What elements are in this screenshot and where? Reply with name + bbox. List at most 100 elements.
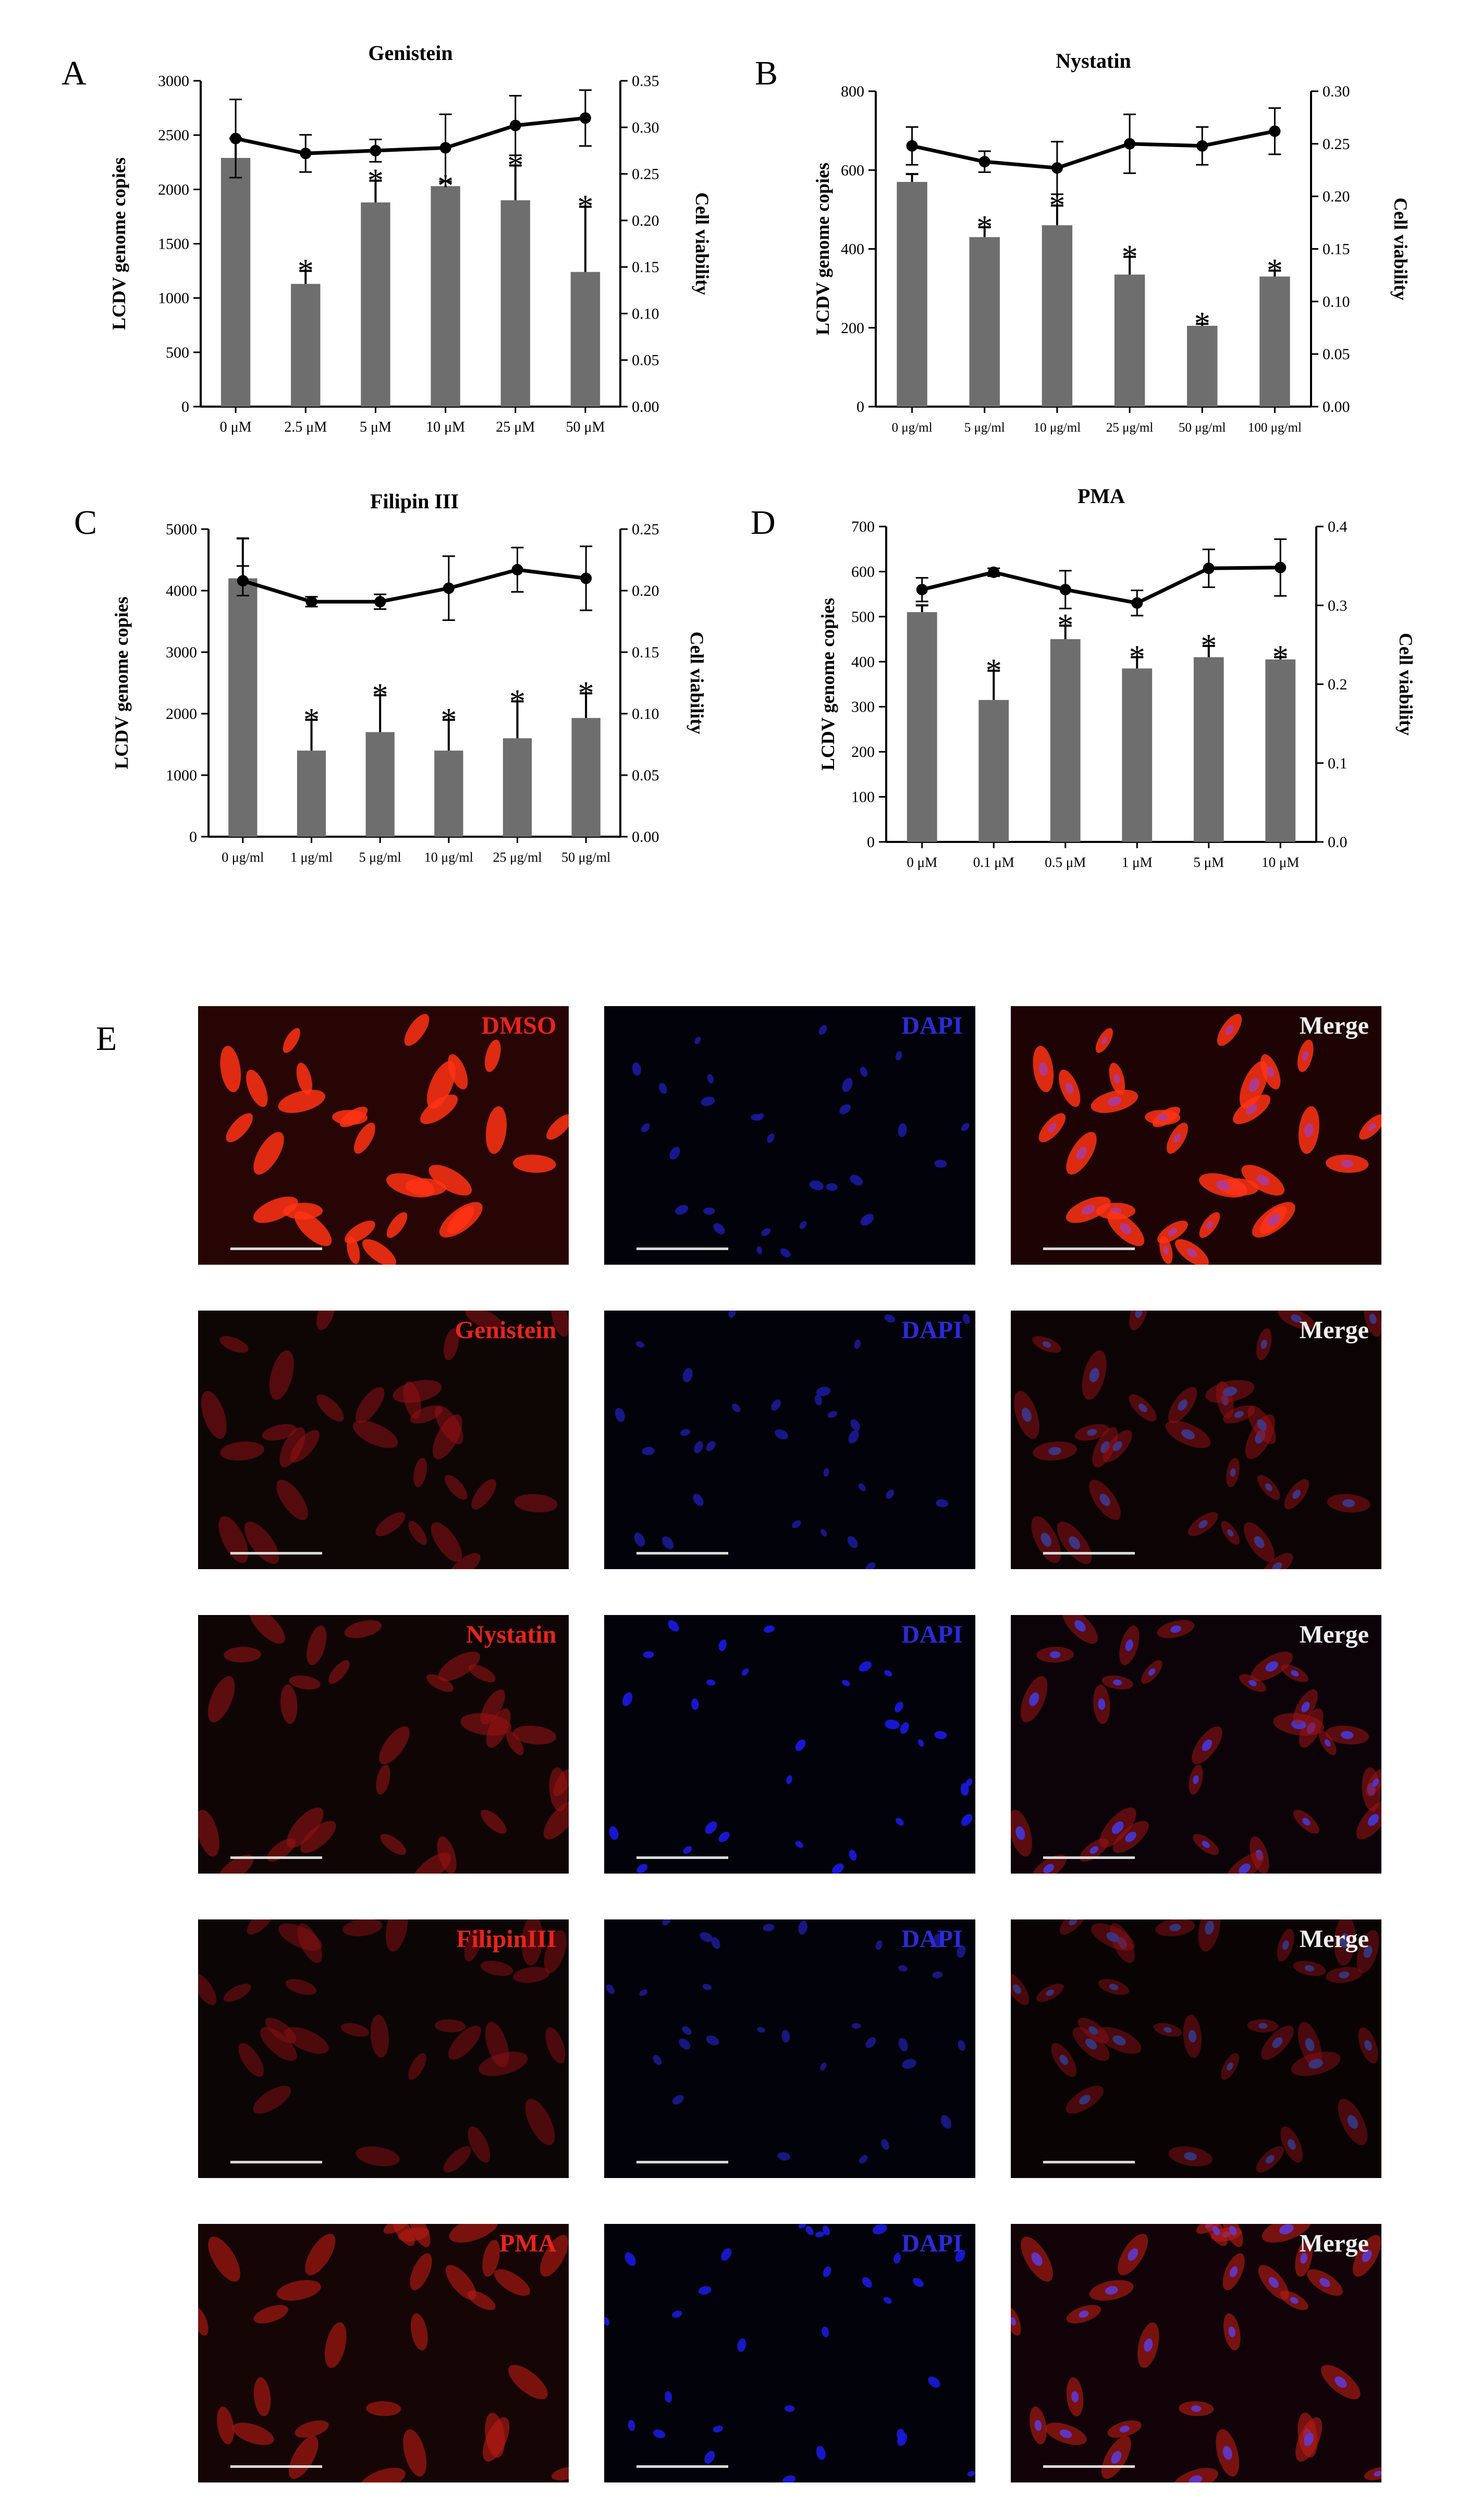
bar	[907, 612, 937, 842]
cell-nucleus	[1101, 1036, 1107, 1045]
micrograph-label: DAPI	[901, 2230, 963, 2257]
cell-nucleus	[934, 1731, 947, 1740]
x-tick-label: 0 μg/ml	[892, 421, 933, 435]
panel-letter-a: A	[62, 54, 87, 92]
micrograph-red: Nystatin	[198, 1615, 569, 1874]
cell-nucleus	[957, 1945, 966, 1958]
micrograph-background	[604, 1311, 975, 1569]
cell-cytoplasm	[465, 1311, 503, 1330]
cell-cytoplasm	[485, 1106, 507, 1154]
viability-point	[1059, 584, 1071, 595]
bar	[1259, 276, 1290, 407]
x-tick-label: 10 μg/ml	[424, 850, 473, 865]
cell-nucleus	[859, 1483, 866, 1491]
y2-axis-label: Cell viability	[1390, 198, 1411, 300]
cell-cytoplasm	[525, 2098, 555, 2145]
cell-cytoplasm	[393, 1380, 442, 1403]
cell-cytoplasm	[294, 1211, 332, 1246]
cell-nucleus	[873, 2224, 887, 2235]
cell-cytoplasm	[494, 2269, 530, 2296]
cell-cytoplasm	[438, 1652, 481, 1681]
y-tick-label: 0	[856, 398, 864, 415]
cell-cytoplasm	[208, 2236, 240, 2282]
x-tick-label: 100 μg/ml	[1248, 421, 1302, 435]
y2-tick-label: 0.20	[1323, 188, 1350, 205]
y2-tick-label: 0.30	[632, 119, 659, 136]
cell-nucleus	[675, 1205, 689, 1215]
cell-nucleus	[839, 1104, 851, 1115]
bar	[969, 237, 1000, 407]
micrograph-label: DAPI	[901, 1012, 963, 1039]
cell-nucleus	[1184, 2152, 1197, 2161]
cell-nucleus	[795, 1739, 806, 1751]
y2-tick-label: 0.05	[1323, 346, 1350, 363]
micrograph-row: Genistein DAPI Merge	[198, 1311, 1381, 1569]
cell-nucleus	[1338, 1971, 1350, 1978]
cell-nucleus	[1043, 1864, 1054, 1874]
cell-cytoplasm	[448, 1553, 481, 1569]
significance-star: *	[1201, 628, 1217, 664]
cell-nucleus	[751, 1114, 762, 1121]
significance-star: *	[577, 189, 593, 225]
x-tick-label: 0 μM	[907, 854, 937, 870]
micrograph-blue: DAPI	[604, 1006, 975, 1265]
viability-line	[242, 568, 586, 604]
cell-nucleus	[1040, 1533, 1051, 1547]
micrograph-label: PMA	[499, 2230, 557, 2257]
cell-cytoplasm	[295, 2420, 329, 2438]
cell-cytoplasm	[512, 1726, 557, 1745]
cell-nucleus	[1125, 1640, 1133, 1652]
bar	[500, 200, 530, 407]
cell-cytoplasm	[276, 2280, 321, 2301]
cell-nucleus	[1303, 2433, 1314, 2446]
cell-nucleus	[1046, 1989, 1054, 1996]
cell-cytoplasm	[445, 2265, 476, 2300]
cell-nucleus	[918, 1739, 924, 1747]
x-tick-label: 50 μg/ml	[1179, 421, 1226, 435]
cell-cytoplasm	[370, 2014, 389, 2058]
cell-nucleus	[1127, 2248, 1138, 2261]
cell-nucleus	[1238, 1863, 1251, 1874]
cell-cytoplasm	[218, 1516, 249, 1563]
cell-nucleus	[884, 1670, 892, 1677]
x-tick-label: 0 μM	[220, 419, 252, 435]
y-tick-label: 1000	[166, 767, 197, 784]
cell-nucleus	[1193, 1775, 1199, 1784]
cell-nucleus	[662, 1919, 671, 1926]
cell-nucleus	[668, 1620, 680, 1632]
cell-nucleus	[961, 1814, 973, 1826]
cell-cytoplasm	[449, 2224, 498, 2243]
cell-nucleus	[913, 2278, 924, 2287]
cell-nucleus	[703, 1207, 715, 1215]
cell-nucleus	[694, 1441, 704, 1453]
y-axis-label: LCDV genome copies	[817, 598, 838, 770]
bar	[1187, 325, 1218, 407]
cell-nucleus	[636, 1341, 645, 1348]
cell-cytoplasm	[285, 1979, 317, 1995]
cell-nucleus	[632, 1062, 642, 1076]
cell-nucleus	[1256, 1175, 1269, 1186]
cell-nucleus	[1229, 2225, 1236, 2236]
cell-cytoplasm	[305, 2233, 336, 2276]
cell-nucleus	[691, 1698, 699, 1710]
cell-nucleus	[1099, 1494, 1110, 1506]
micrograph-blue: DAPI	[604, 1311, 975, 1569]
micrograph-background	[1010, 1615, 1381, 1874]
cell-cytoplasm	[253, 1132, 284, 1175]
cell-cytoplasm	[431, 1522, 462, 1562]
cell-nucleus	[1234, 1411, 1244, 1418]
cell-nucleus	[1291, 1314, 1302, 1323]
bar	[297, 750, 326, 837]
scale-bar	[1043, 2161, 1135, 2163]
viability-point	[509, 119, 521, 131]
cell-nucleus	[719, 1640, 727, 1652]
cell-cytoplasm	[296, 1062, 312, 1095]
cell-nucleus	[669, 1146, 680, 1160]
cell-nucleus	[1374, 2471, 1381, 2477]
y2-tick-label: 0.30	[1323, 83, 1350, 100]
cell-nucleus	[1305, 2038, 1315, 2051]
cell-nucleus	[672, 2095, 684, 2105]
micrograph-red: FilipinIII	[198, 1919, 569, 2178]
cell-nucleus	[934, 1159, 947, 1168]
cell-nucleus	[1125, 1831, 1136, 1842]
